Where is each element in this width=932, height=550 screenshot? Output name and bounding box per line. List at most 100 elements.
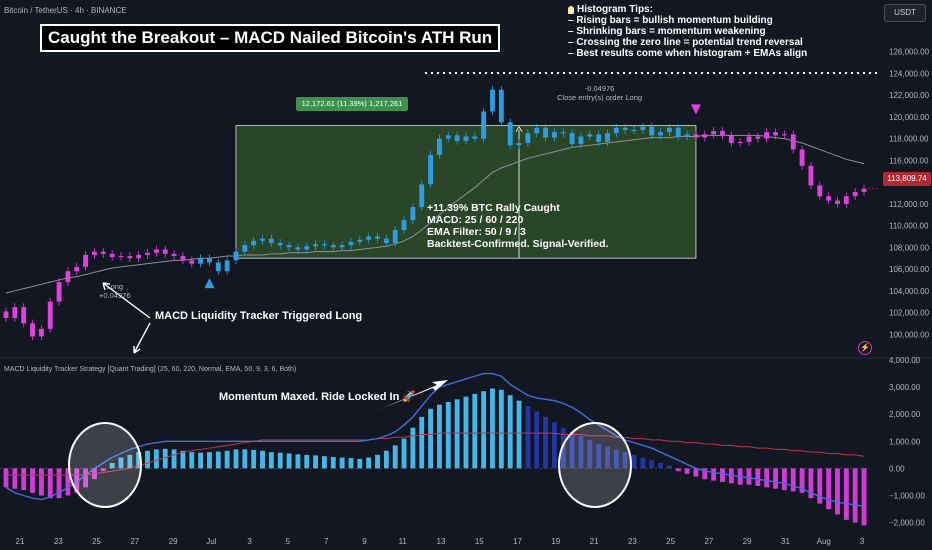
macd-tick-label: 3,000.00 [889,383,921,392]
histogram-bar [843,468,849,520]
candle [728,135,734,144]
histogram-bar [684,468,690,474]
candle [419,184,425,208]
candle [207,258,212,263]
candle [666,127,672,133]
histogram-bar [861,468,867,526]
candle [145,252,150,255]
histogram-bar [454,399,460,469]
tips-title: Histogram Tips: [577,4,653,15]
tips-title-row: Histogram Tips: [568,4,807,15]
histogram-bar [268,452,274,469]
candle [260,238,265,241]
candle [3,311,9,318]
histogram-bar [587,439,593,469]
candle [162,249,168,254]
tip-line: – Rising bars = bullish momentum buildin… [568,15,773,26]
histogram-bar [507,395,513,469]
histogram-bar [12,468,18,489]
price-tick-label: 106,000.00 [889,265,930,274]
long-entry-label: Long +0.04976 [99,282,131,300]
tip-line: – Shrinking bars = momentum weakening [568,26,766,37]
histogram-bar [224,450,230,469]
histogram-bar [118,457,124,469]
price-tick-label: 102,000.00 [889,309,930,318]
long-value: +0.04976 [99,291,131,300]
x-tick-label: 5 [286,537,291,546]
histogram-bar [445,402,451,469]
x-tick-label: 19 [551,537,560,546]
symbol-info: Bitcoin / TetherUS · 4h · BINANCE [4,6,127,15]
histogram-bar [516,400,522,469]
candle [649,126,655,136]
histogram-bar [3,468,9,488]
histogram-bar [675,468,681,472]
candle [295,247,301,250]
histogram-bar [808,468,814,499]
histogram-bar [207,452,212,469]
price-tick-label: 122,000.00 [889,91,930,100]
candle [313,244,319,247]
histogram-bar [826,468,832,510]
histogram-bar [145,450,150,469]
candle [348,241,354,246]
tip-line: – Best results come when histogram + EMA… [568,48,808,59]
x-tick-label: 3 [247,537,252,546]
trade-range-box [235,125,697,259]
candle [180,256,186,261]
x-tick-label: 29 [743,537,752,546]
long-text: Long [106,282,124,291]
candle [773,132,778,136]
candle [490,89,495,112]
crossover-highlight-circle [558,422,632,508]
candle [569,133,575,145]
candle [516,143,522,146]
candle [746,136,752,142]
candle [790,134,796,150]
candle [596,134,602,142]
histogram-bar [746,468,752,485]
histogram-bar [383,450,389,469]
histogram-bar [260,450,265,469]
histogram-bar [162,448,168,469]
candle [339,245,345,248]
candle [92,251,97,255]
x-tick-label: 27 [130,537,139,546]
histogram-bar [47,468,53,499]
x-tick-label: Jul [206,537,216,546]
rally-annotation: +11.39% BTC Rally Caught MACD: 25 / 60 /… [427,202,608,250]
lightning-icon[interactable]: ⚡ [858,341,872,355]
price-tick-label: 100,000.00 [889,330,930,339]
x-tick-label: 25 [666,537,675,546]
candle [12,307,18,318]
close-text: Close entry(s) order Long [557,93,643,102]
candle [631,129,637,131]
candle [852,191,858,197]
x-tick-label: 27 [704,537,713,546]
rally-line: +11.39% BTC Rally Caught [427,202,560,214]
momentum-arrow [378,380,448,410]
price-tick-label: 126,000.00 [889,48,930,57]
histogram-bar [720,468,725,482]
histogram-bar [330,457,336,469]
price-tick-label: 110,000.00 [889,222,929,231]
candle [472,136,478,139]
histogram-bar [781,468,787,491]
histogram-bar [100,468,106,472]
histogram-bar [304,454,310,469]
close-value: -0.04976 [584,84,615,93]
candle [737,141,743,144]
price-tick-label: 104,000.00 [889,287,930,296]
x-tick-label: 29 [169,537,178,546]
candle [366,236,372,240]
candle [764,132,770,139]
macd-tick-label: 4,000.00 [889,356,921,365]
currency-button[interactable]: USDT [884,4,926,22]
histogram-bar [392,445,398,469]
histogram-bar [153,449,159,469]
histogram-bar [375,454,380,469]
candle [861,188,867,192]
candle [383,238,389,243]
histogram-bar [560,427,566,469]
